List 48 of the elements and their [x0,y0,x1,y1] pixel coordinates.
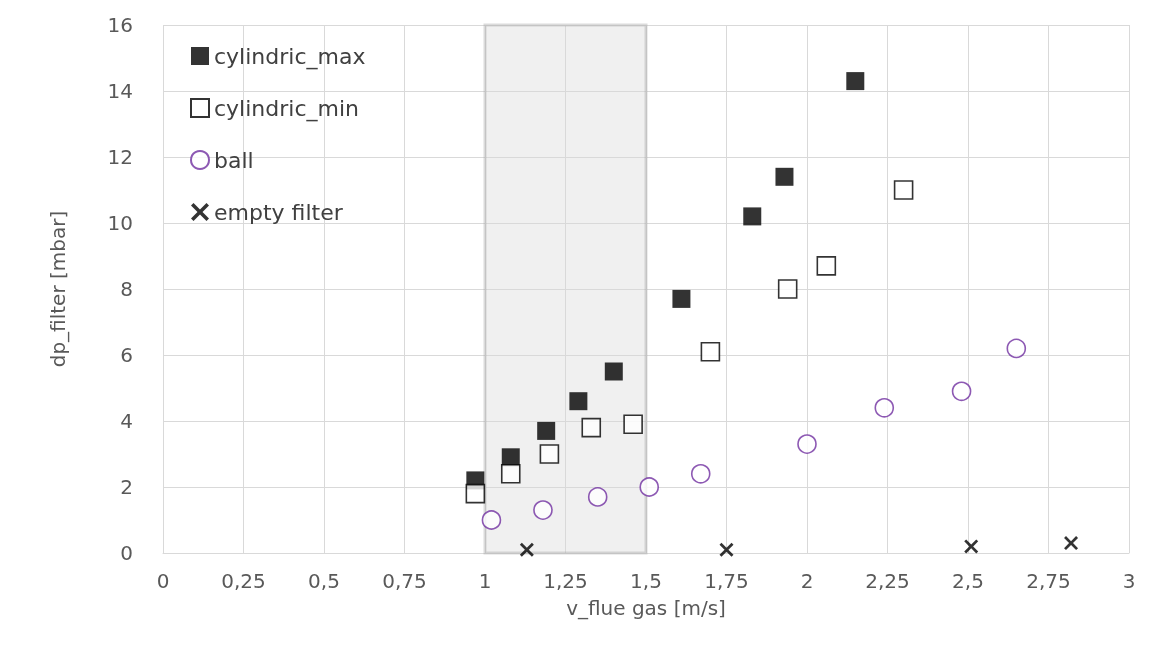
point [846,72,865,91]
legend-label: ball [214,147,254,173]
point [743,207,762,226]
y-tick-label: 4 [120,409,133,433]
point [604,362,623,381]
point [581,417,602,438]
point [672,289,691,308]
y-axis-title: dp_filter [mbar] [46,210,70,368]
point [775,167,794,186]
point [539,444,560,464]
legend-label: cylindric_max [214,43,366,70]
point [719,542,734,557]
point [569,392,588,411]
point [500,464,521,484]
x-tick-label: 1,5 [630,569,662,593]
x-tick-label: 2,25 [865,569,910,593]
y-tick-label: 0 [120,541,133,565]
x-axis-title: v_flue gas [m/s] [566,596,726,620]
point [1064,536,1079,551]
legend-label: empty filter [214,199,344,225]
point [533,500,553,520]
x-tick-label: 0,5 [308,569,340,593]
x-tick-label: 1,75 [704,569,749,593]
x-tick-label: 3 [1122,569,1136,593]
point [465,483,486,504]
y-tick-label: 2 [120,475,133,499]
y-tick-label: 12 [107,145,133,169]
point [964,539,979,554]
x-tick-label: 0,75 [382,569,427,593]
x-tick-label: 1,25 [543,569,588,593]
y-tick-label: 10 [107,211,133,235]
y-tick-label: 6 [120,343,133,367]
x-tick-label: 0 [156,569,170,593]
y-tick-label: 14 [107,79,133,103]
point [537,421,556,440]
point [639,477,660,497]
legend-label: cylindric_min [214,95,359,122]
x-tick-label: 1 [478,569,492,593]
x-tick-label: 0,25 [221,569,266,593]
point [481,510,502,530]
x-tick-label: 2,75 [1026,569,1071,593]
y-tick-label: 8 [120,277,133,301]
point [587,487,608,507]
x-tick-label: 2,5 [952,569,984,593]
y-tick-label: 16 [107,13,133,37]
point [519,542,534,557]
x-tick-label: 2 [800,569,814,593]
point [623,414,643,435]
